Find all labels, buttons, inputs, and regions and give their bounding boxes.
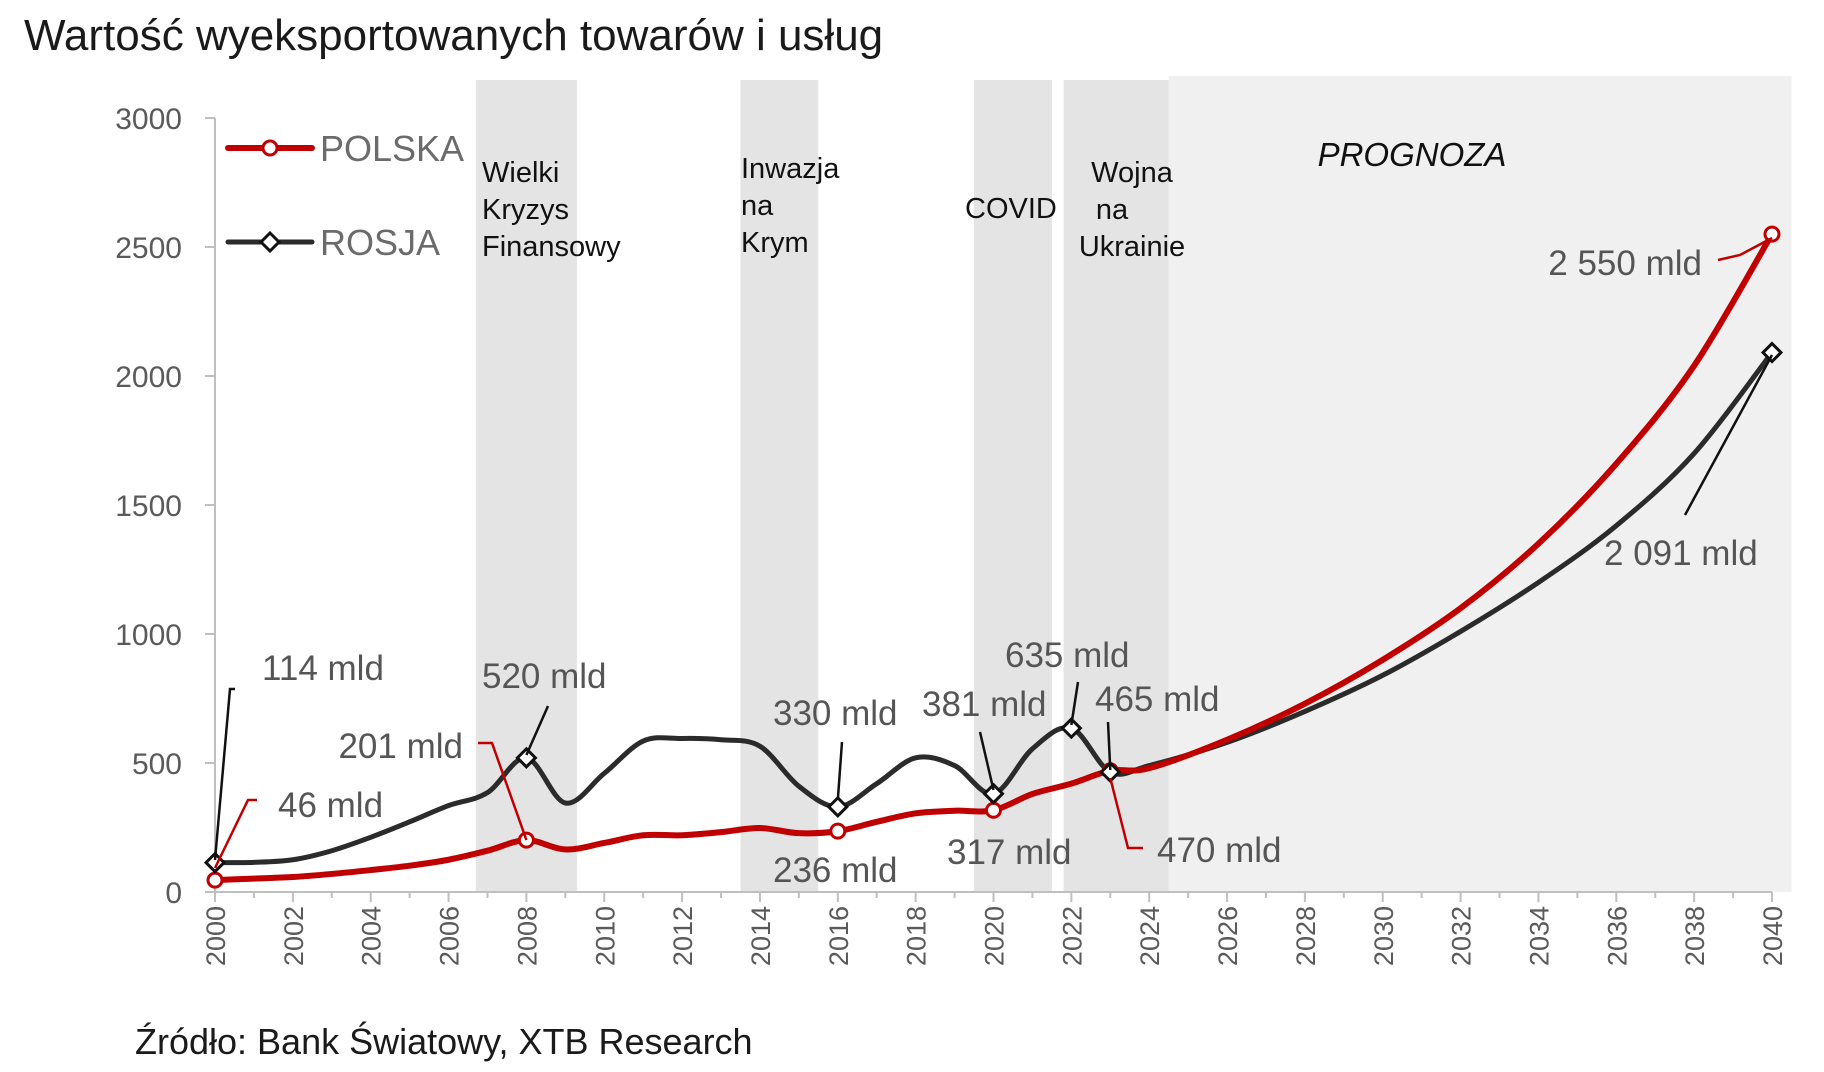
annotation-leader xyxy=(978,731,995,791)
rosja-point xyxy=(1760,341,1784,364)
x-tick-label: 2018 xyxy=(902,906,932,966)
x-tick-label: 2008 xyxy=(512,906,542,966)
data-label: 520 mld xyxy=(482,657,607,696)
data-label: 635 mld xyxy=(1005,636,1130,675)
event-band-1 xyxy=(740,80,819,892)
x-tick-label: 2036 xyxy=(1602,906,1632,966)
rosja-point xyxy=(826,795,849,818)
legend-marker-polska xyxy=(261,139,279,157)
x-tick-label: 2000 xyxy=(201,906,231,966)
annotation-leader xyxy=(1717,236,1773,262)
polska-point xyxy=(985,801,1002,819)
forecast-region xyxy=(1168,76,1792,892)
series-line-polska xyxy=(212,231,1775,884)
event-label-1-2: Krym xyxy=(741,227,809,259)
legend-marker-rosja xyxy=(258,230,282,254)
x-tick-label: 2038 xyxy=(1680,906,1710,966)
data-label: 2 550 mld xyxy=(1548,244,1702,283)
rosja-point xyxy=(982,782,1005,805)
x-tick-label: 2010 xyxy=(590,906,620,966)
data-label: 2 091 mld xyxy=(1604,534,1758,573)
data-label: 330 mld xyxy=(773,694,898,733)
x-tick-label: 2014 xyxy=(746,906,776,966)
x-tick-label: 2030 xyxy=(1369,906,1399,966)
shaded-regions: Wielki Kryzys Finansowy Inwazja na Krym COVID W… xyxy=(475,76,1792,892)
data-label: 46 mld xyxy=(278,786,383,825)
y-tick-label: 0 xyxy=(165,877,182,910)
series-line-rosja xyxy=(212,350,1775,866)
data-label: 470 mld xyxy=(1157,831,1282,870)
x-tick-label: 2040 xyxy=(1758,906,1788,966)
x-tick-label: 2022 xyxy=(1057,906,1087,966)
x-tick-label: 2020 xyxy=(980,906,1010,966)
series-layer xyxy=(203,225,1784,889)
data-label: 201 mld xyxy=(338,727,463,766)
y-tick-label: 1500 xyxy=(115,490,182,523)
chart-title: Wartość wyeksportowanych towarów i usług xyxy=(24,11,883,60)
annotation-leader xyxy=(836,741,844,801)
y-tick-label: 3000 xyxy=(115,103,182,136)
y-tick-label: 2000 xyxy=(115,361,182,394)
event-label-1-1: na xyxy=(741,190,774,222)
polska-point xyxy=(1763,225,1781,243)
y-tick-label: 500 xyxy=(132,748,182,781)
polska-point xyxy=(517,831,535,849)
annotation-leader xyxy=(213,798,257,869)
annotation-leader xyxy=(478,741,528,841)
x-tick-label: 2006 xyxy=(435,906,465,966)
event-label-3-0: Wojna xyxy=(1091,157,1174,189)
y-tick-label: 1000 xyxy=(115,619,182,652)
event-label-3-1: na xyxy=(1096,194,1129,226)
source-note: Źródło: Bank Światowy, XTB Research xyxy=(135,1020,753,1062)
data-label: 317 mld xyxy=(947,833,1072,872)
y-tick-label: 2500 xyxy=(115,232,182,265)
data-label: 465 mld xyxy=(1095,680,1220,719)
rosja-point xyxy=(515,746,538,769)
x-tick-label: 2016 xyxy=(824,906,854,966)
legend: POLSKA ROSJA xyxy=(225,128,464,263)
x-tick-label: 2032 xyxy=(1447,906,1477,966)
event-label-0-1: Kryzys xyxy=(482,194,569,226)
x-tick-label: 2002 xyxy=(279,906,309,966)
event-label-3-2: Ukrainie xyxy=(1079,231,1185,263)
data-label: 381 mld xyxy=(922,685,1047,724)
annotation-leader xyxy=(1106,721,1112,771)
data-label: 114 mld xyxy=(262,649,384,688)
legend-label-rosja: ROSJA xyxy=(320,222,440,263)
legend-label-polska: POLSKA xyxy=(320,128,464,169)
annotation-leader xyxy=(213,687,235,861)
x-tick-label: 2028 xyxy=(1291,906,1321,966)
event-band-3 xyxy=(1063,80,1169,892)
axes: 0 500 1000 1500 2000 2500 3000 2000 2002 2004 2006… xyxy=(115,103,1788,966)
x-tick-label: 2012 xyxy=(668,906,698,966)
x-tick-label: 2034 xyxy=(1524,906,1554,966)
data-label: 236 mld xyxy=(773,851,898,890)
x-tick-label: 2004 xyxy=(357,906,387,966)
rosja-point xyxy=(1060,717,1083,740)
polska-point xyxy=(206,871,224,889)
event-label-2-0: COVID xyxy=(965,193,1057,225)
annotation-layer: 114 mld 46 mld 520 mld 201 mld 330 mld 236 ml… xyxy=(213,236,1774,890)
x-tick-label: 2026 xyxy=(1213,906,1243,966)
x-tick-label: 2024 xyxy=(1135,906,1165,966)
forecast-label: PROGNOZA xyxy=(1318,136,1507,173)
event-label-0-0: Wielki xyxy=(482,157,559,189)
annotation-leader xyxy=(1683,354,1774,516)
event-label-1-0: Inwazja xyxy=(741,153,840,185)
annotation-leader xyxy=(525,705,550,756)
annotation-leader xyxy=(1070,681,1080,726)
event-label-0-2: Finansowy xyxy=(482,231,621,263)
polska-point xyxy=(829,822,847,840)
annotation-leader xyxy=(1109,777,1143,850)
